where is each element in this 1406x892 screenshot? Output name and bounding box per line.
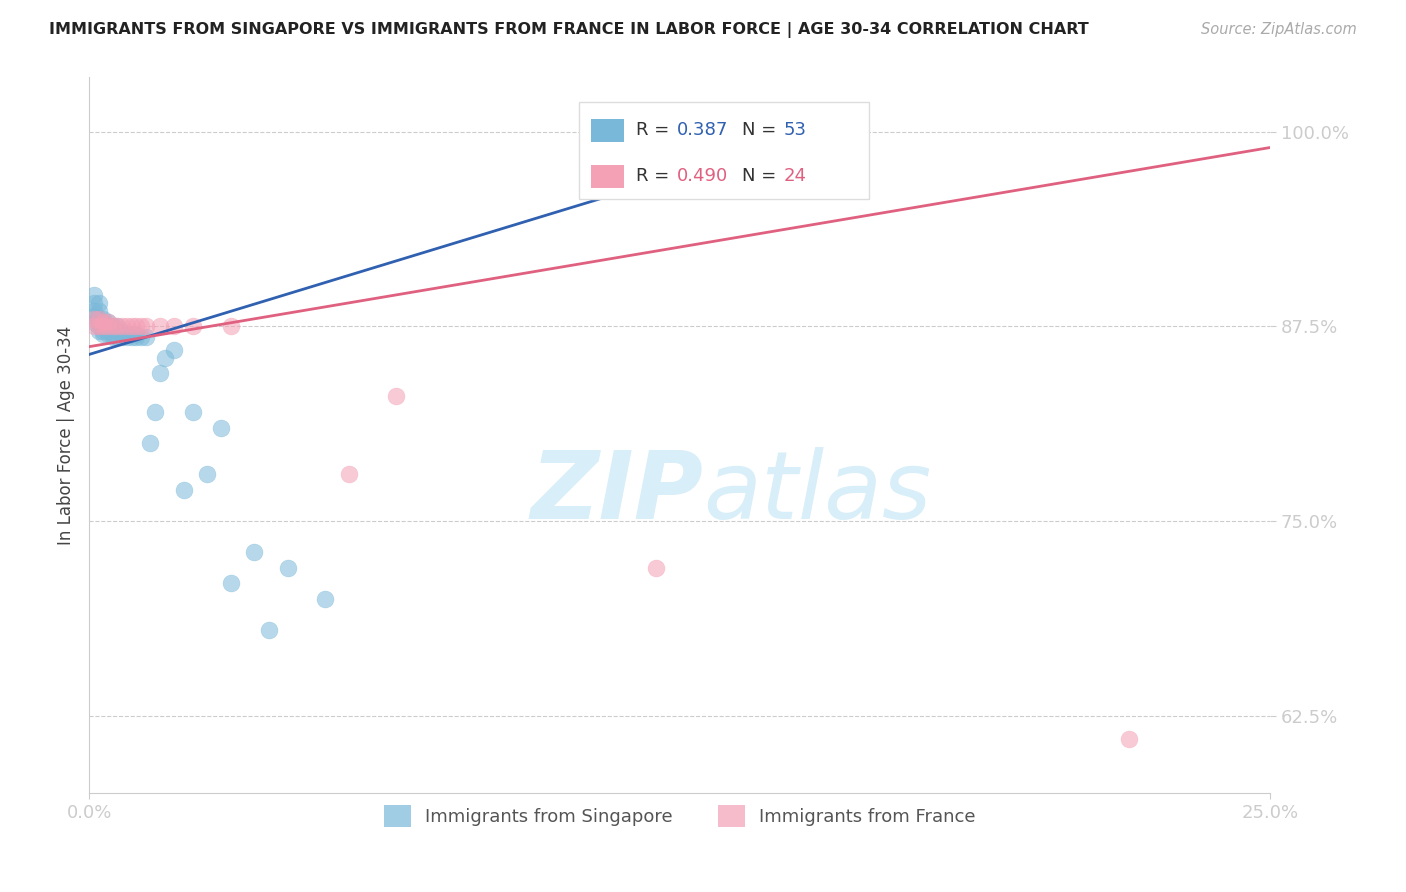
- Point: [87, 315, 110, 329]
- Point: [173, 483, 195, 497]
- Point: [101, 319, 124, 334]
- Bar: [591, 166, 624, 188]
- Point: [125, 330, 148, 344]
- Point: [121, 319, 143, 334]
- Text: ZIP: ZIP: [530, 447, 703, 539]
- Point: [83, 315, 105, 329]
- Point: [115, 330, 138, 344]
- Point: [111, 324, 134, 338]
- Point: [91, 315, 114, 329]
- Point: [101, 322, 124, 336]
- Point: [129, 319, 152, 334]
- Point: [115, 327, 138, 342]
- Point: [163, 319, 186, 334]
- Point: [83, 319, 105, 334]
- Point: [91, 324, 114, 338]
- FancyBboxPatch shape: [579, 103, 869, 199]
- Point: [135, 319, 157, 334]
- Point: [314, 591, 336, 606]
- Point: [834, 125, 856, 139]
- Point: [209, 420, 232, 434]
- Point: [87, 304, 110, 318]
- Point: [83, 311, 105, 326]
- Y-axis label: In Labor Force | Age 30-34: In Labor Force | Age 30-34: [58, 326, 75, 545]
- Point: [645, 560, 668, 574]
- Point: [181, 405, 204, 419]
- Point: [135, 330, 157, 344]
- Text: 53: 53: [783, 120, 807, 138]
- Point: [1118, 731, 1140, 746]
- Point: [87, 311, 110, 326]
- Point: [107, 324, 129, 338]
- Point: [107, 330, 129, 344]
- Point: [97, 319, 120, 334]
- Point: [153, 351, 176, 365]
- Text: R =: R =: [636, 120, 675, 138]
- Point: [87, 319, 110, 334]
- Text: Source: ZipAtlas.com: Source: ZipAtlas.com: [1201, 22, 1357, 37]
- Point: [91, 319, 114, 334]
- Point: [101, 330, 124, 344]
- Point: [385, 389, 408, 403]
- Point: [83, 288, 105, 302]
- Point: [277, 560, 299, 574]
- Point: [243, 545, 266, 559]
- Text: 0.387: 0.387: [678, 120, 728, 138]
- Point: [121, 330, 143, 344]
- Text: N =: N =: [742, 167, 782, 186]
- Point: [107, 319, 129, 334]
- Point: [97, 319, 120, 334]
- Text: 24: 24: [783, 167, 807, 186]
- Point: [91, 327, 114, 342]
- Point: [115, 319, 138, 334]
- Point: [195, 467, 218, 482]
- Point: [139, 436, 162, 450]
- Point: [111, 330, 134, 344]
- Point: [97, 315, 120, 329]
- Text: IMMIGRANTS FROM SINGAPORE VS IMMIGRANTS FROM FRANCE IN LABOR FORCE | AGE 30-34 C: IMMIGRANTS FROM SINGAPORE VS IMMIGRANTS …: [49, 22, 1090, 38]
- Point: [143, 405, 166, 419]
- Legend: Immigrants from Singapore, Immigrants from France: Immigrants from Singapore, Immigrants fr…: [377, 798, 983, 834]
- Point: [149, 366, 172, 380]
- Point: [87, 311, 110, 326]
- Point: [83, 304, 105, 318]
- Point: [91, 311, 114, 326]
- Point: [111, 319, 134, 334]
- Point: [219, 576, 242, 591]
- Point: [219, 319, 242, 334]
- Point: [107, 319, 129, 334]
- Text: R =: R =: [636, 167, 675, 186]
- Point: [97, 327, 120, 342]
- Point: [83, 296, 105, 310]
- Point: [125, 327, 148, 342]
- Point: [97, 315, 120, 329]
- Point: [257, 623, 280, 637]
- Point: [91, 315, 114, 329]
- Point: [91, 319, 114, 334]
- Point: [129, 330, 152, 344]
- Point: [149, 319, 172, 334]
- Bar: [591, 119, 624, 142]
- Text: N =: N =: [742, 120, 782, 138]
- Point: [337, 467, 360, 482]
- Point: [111, 327, 134, 342]
- Point: [101, 327, 124, 342]
- Point: [101, 319, 124, 334]
- Point: [87, 296, 110, 310]
- Point: [83, 309, 105, 323]
- Point: [121, 327, 143, 342]
- Point: [87, 324, 110, 338]
- Point: [125, 319, 148, 334]
- Point: [181, 319, 204, 334]
- Text: 0.490: 0.490: [678, 167, 728, 186]
- Point: [163, 343, 186, 357]
- Point: [97, 324, 120, 338]
- Text: atlas: atlas: [703, 447, 932, 538]
- Point: [87, 319, 110, 334]
